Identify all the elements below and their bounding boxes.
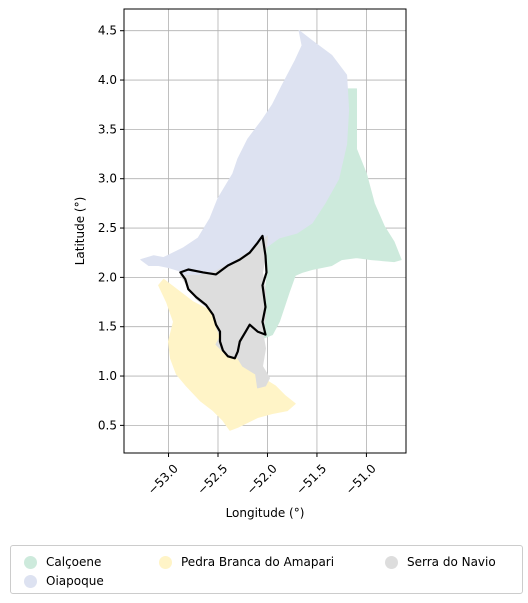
- highlight-outline: [179, 234, 268, 360]
- legend-label: Pedra Branca do Amapari: [181, 555, 335, 569]
- y-tick-label: 3.0: [98, 172, 117, 186]
- legend-item-pedra-branca-do-amapari: Pedra Branca do Amapari: [159, 553, 334, 571]
- legend-swatch: [159, 555, 172, 569]
- y-tick-label: 2.0: [98, 270, 117, 284]
- y-tick-label: 2.5: [98, 221, 117, 235]
- legend-label: Oiapoque: [46, 574, 104, 588]
- region-oiapoque: [140, 30, 350, 276]
- x-axis-label: Longitude (°): [226, 506, 305, 520]
- outline-path: [179, 234, 268, 360]
- x-tick-label: −52.0: [244, 461, 280, 497]
- y-tick-label: 4.0: [98, 73, 117, 87]
- map-chart: −53.0 −52.5 −52.0 −51.5 −51.0 0.5 1.0 1.5 2.0 2.5…: [73, 8, 407, 520]
- y-tick-label: 3.5: [98, 122, 117, 136]
- y-tick-label: 0.5: [98, 418, 117, 432]
- legend: Calçoene Oiapoque Pedra Branca do Amapar…: [10, 545, 523, 594]
- y-tick-label: 4.5: [98, 24, 117, 38]
- legend-swatch: [24, 555, 37, 569]
- y-axis-label: Latitude (°): [73, 197, 87, 266]
- plot-frame: [123, 8, 407, 454]
- y-tick-label: 1.0: [98, 369, 117, 383]
- legend-item-oiapoque: Oiapoque: [24, 572, 104, 590]
- x-tick-label: −51.5: [293, 461, 329, 497]
- legend-label: Calçoene: [46, 555, 102, 569]
- legend-swatch: [385, 555, 398, 569]
- legend-label: Serra do Navio: [407, 555, 496, 569]
- legend-swatch: [24, 574, 37, 588]
- municipality-polygons: [140, 30, 402, 431]
- legend-item-calcoene: Calçoene: [24, 553, 101, 571]
- y-tick-label: 1.5: [98, 320, 117, 334]
- legend-item-serra-do-navio: Serra do Navio: [385, 553, 496, 571]
- x-tick-label: −51.0: [343, 461, 379, 497]
- x-tick-label: −52.5: [194, 461, 230, 497]
- x-tick-label: −53.0: [145, 461, 181, 497]
